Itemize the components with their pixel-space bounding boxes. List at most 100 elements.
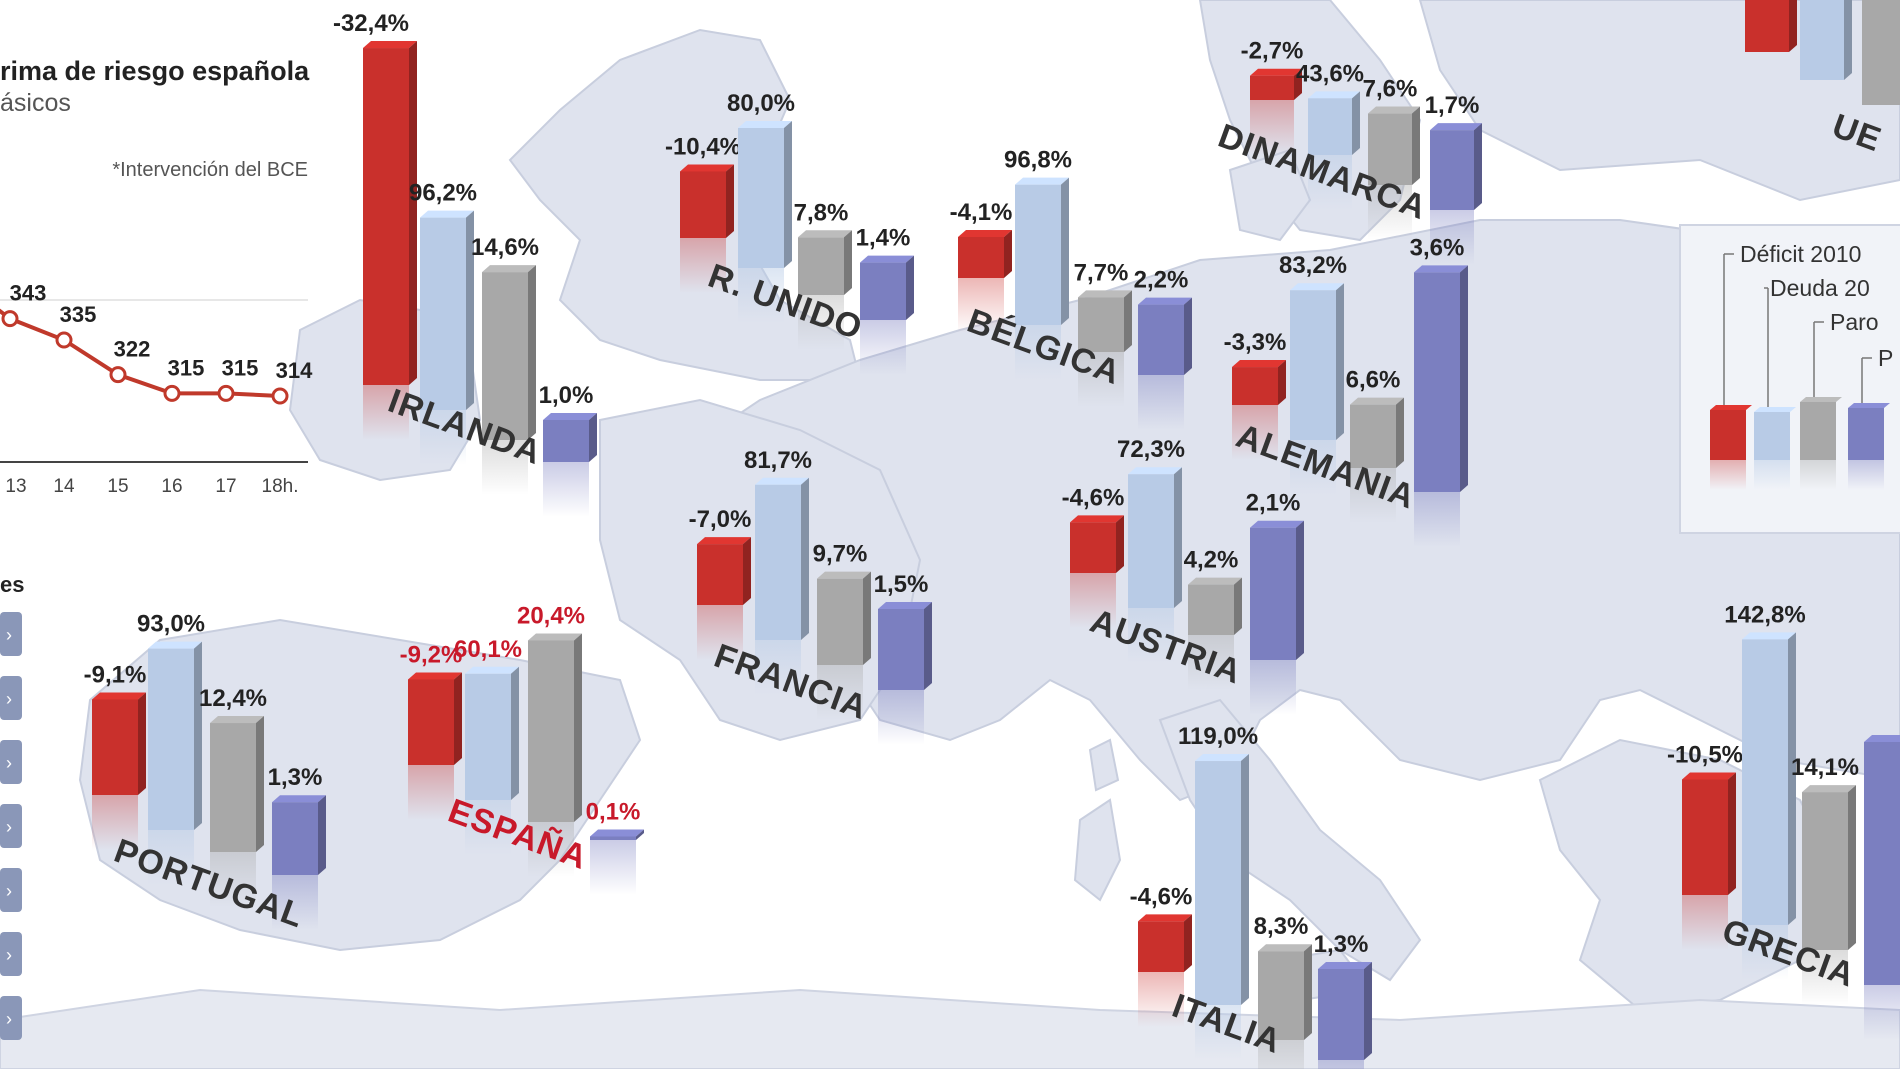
unemployment-bar xyxy=(798,237,844,295)
fourth-bar-top xyxy=(590,829,644,837)
fourth-label: 1,3% xyxy=(1314,931,1369,958)
country-group-espaa: -9,2%60,1%20,4%0,1%ESPAÑA xyxy=(400,602,644,895)
risk-premium-point-label: 343 xyxy=(10,281,47,306)
debt-label: 43,6% xyxy=(1296,60,1364,87)
country-group-francia: -7,0%81,7%9,7%1,5%FRANCIA xyxy=(689,447,932,745)
deficit-bar-top xyxy=(697,537,751,545)
fourth-bar-side xyxy=(1460,265,1468,492)
fourth-label: 1,3% xyxy=(268,764,323,791)
debt-bar-side xyxy=(1336,283,1344,440)
fourth-bar xyxy=(543,420,589,462)
unemployment-bar-top xyxy=(210,716,264,724)
left-tab[interactable] xyxy=(0,996,22,1040)
unemployment-bar-top xyxy=(528,633,582,641)
x-tick-label: 17 xyxy=(215,476,236,497)
debt-bar-side xyxy=(466,210,474,410)
debt-label: 96,8% xyxy=(1004,147,1072,174)
fourth-bar-top xyxy=(1414,265,1468,273)
fourth-label: 1,4% xyxy=(856,225,911,252)
deficit-bar-top xyxy=(363,41,417,49)
fourth-bar-top xyxy=(272,795,326,803)
fourth-bar-side xyxy=(1474,123,1482,210)
legend-items: Déficit 2010 Deuda 20 Paro P xyxy=(1710,241,1893,490)
deficit-bar-side xyxy=(138,692,146,795)
unemployment-bar xyxy=(1350,404,1396,468)
left-tab[interactable] xyxy=(0,676,22,720)
fourth-bar-reflection xyxy=(1414,492,1460,547)
deficit-label: -4,1% xyxy=(950,199,1013,226)
risk-premium-line xyxy=(9,316,281,398)
debt-bar xyxy=(420,217,466,410)
deficit-bar xyxy=(1138,921,1184,972)
debt-bar-reflection xyxy=(148,830,194,885)
debt-label: 142,8% xyxy=(1724,601,1805,628)
fourth-bar-top xyxy=(1318,962,1372,969)
deficit-bar-reflection xyxy=(958,278,1004,333)
fourth-bar-side xyxy=(1296,520,1304,660)
deficit-bar-side xyxy=(726,164,734,238)
legend-swatch-top xyxy=(1710,405,1752,410)
land-sardinia xyxy=(1073,798,1122,902)
left-tab[interactable] xyxy=(0,740,22,784)
country-group-portugal: -9,1%93,0%12,4%1,3%PORTUGAL xyxy=(84,611,326,936)
legend-swatch-reflection xyxy=(1754,460,1790,490)
deficit-bar-reflection xyxy=(1250,100,1294,155)
deficit-label: -7,0% xyxy=(689,506,752,533)
unemployment-bar-side xyxy=(1848,785,1856,950)
debt-bar-side xyxy=(511,666,519,800)
risk-premium-point-label: 314 xyxy=(276,358,313,383)
fourth-bar-top xyxy=(878,602,932,609)
chart-note: *Intervención del BCE xyxy=(112,159,308,181)
debt-bar-reflection xyxy=(1742,925,1788,980)
unemployment-bar-side xyxy=(256,716,264,852)
fourth-bar xyxy=(1318,969,1364,1060)
deficit-bar-reflection xyxy=(92,795,138,850)
debt-bar-reflection xyxy=(1128,608,1174,663)
deficit-bar-reflection xyxy=(1682,895,1728,950)
legend-label-fourth-bar: P xyxy=(1878,345,1893,371)
debt-bar-top xyxy=(1290,283,1344,291)
country-group-blgica: -4,1%96,8%7,7% 2,2%BÉLGICA xyxy=(950,147,1192,430)
left-tab[interactable] xyxy=(0,612,22,656)
fourth-bar xyxy=(1864,742,1900,985)
fourth-bar-reflection xyxy=(860,320,906,375)
risk-premium-point xyxy=(271,387,289,405)
unemployment-bar-reflection xyxy=(1368,185,1412,240)
left-tab[interactable] xyxy=(0,932,22,976)
debt-label: 60,1% xyxy=(454,636,522,663)
debt-bar-top xyxy=(1742,632,1796,640)
deficit-bar xyxy=(697,544,743,605)
risk-premium-point xyxy=(163,384,181,402)
debt-bar-side xyxy=(194,641,202,830)
unemployment-bar-top xyxy=(1350,397,1404,405)
fourth-bar xyxy=(1250,527,1296,660)
deficit-label: -3,3% xyxy=(1224,329,1287,356)
fourth-bar xyxy=(878,609,924,690)
fourth-bar xyxy=(1414,272,1460,492)
x-tick-label: 13 xyxy=(5,476,26,497)
debt-bar xyxy=(1015,184,1061,325)
fourth-label: 1,7% xyxy=(1425,92,1480,119)
unemployment-bar-side xyxy=(863,571,871,665)
legend-swatch-debt-bar xyxy=(1754,412,1790,460)
x-tick-label: 14 xyxy=(53,476,75,497)
deficit-bar-top xyxy=(1070,515,1124,523)
legend-swatch-reflection xyxy=(1848,460,1884,490)
legend-label-deficit-bar: Déficit 2010 xyxy=(1740,241,1861,267)
risk-premium-point xyxy=(217,384,235,402)
unemployment-bar xyxy=(1078,297,1124,352)
unemployment-bar-reflection xyxy=(1188,635,1234,690)
unemployment-bar-top xyxy=(817,571,871,579)
deficit-bar-side xyxy=(1004,230,1012,278)
unemployment-label: 7,6% xyxy=(1363,76,1418,103)
debt-bar xyxy=(465,673,511,800)
deficit-bar-top xyxy=(958,230,1012,237)
left-tab[interactable] xyxy=(0,868,22,912)
fourth-bar-top xyxy=(860,255,914,263)
unemployment-bar xyxy=(210,723,256,852)
left-tab[interactable] xyxy=(0,804,22,848)
unemployment-bar-reflection xyxy=(1258,1040,1304,1069)
deficit-bar xyxy=(1682,779,1728,895)
deficit-bar-top xyxy=(408,672,462,680)
risk-premium-point-label: 315 xyxy=(168,355,205,380)
